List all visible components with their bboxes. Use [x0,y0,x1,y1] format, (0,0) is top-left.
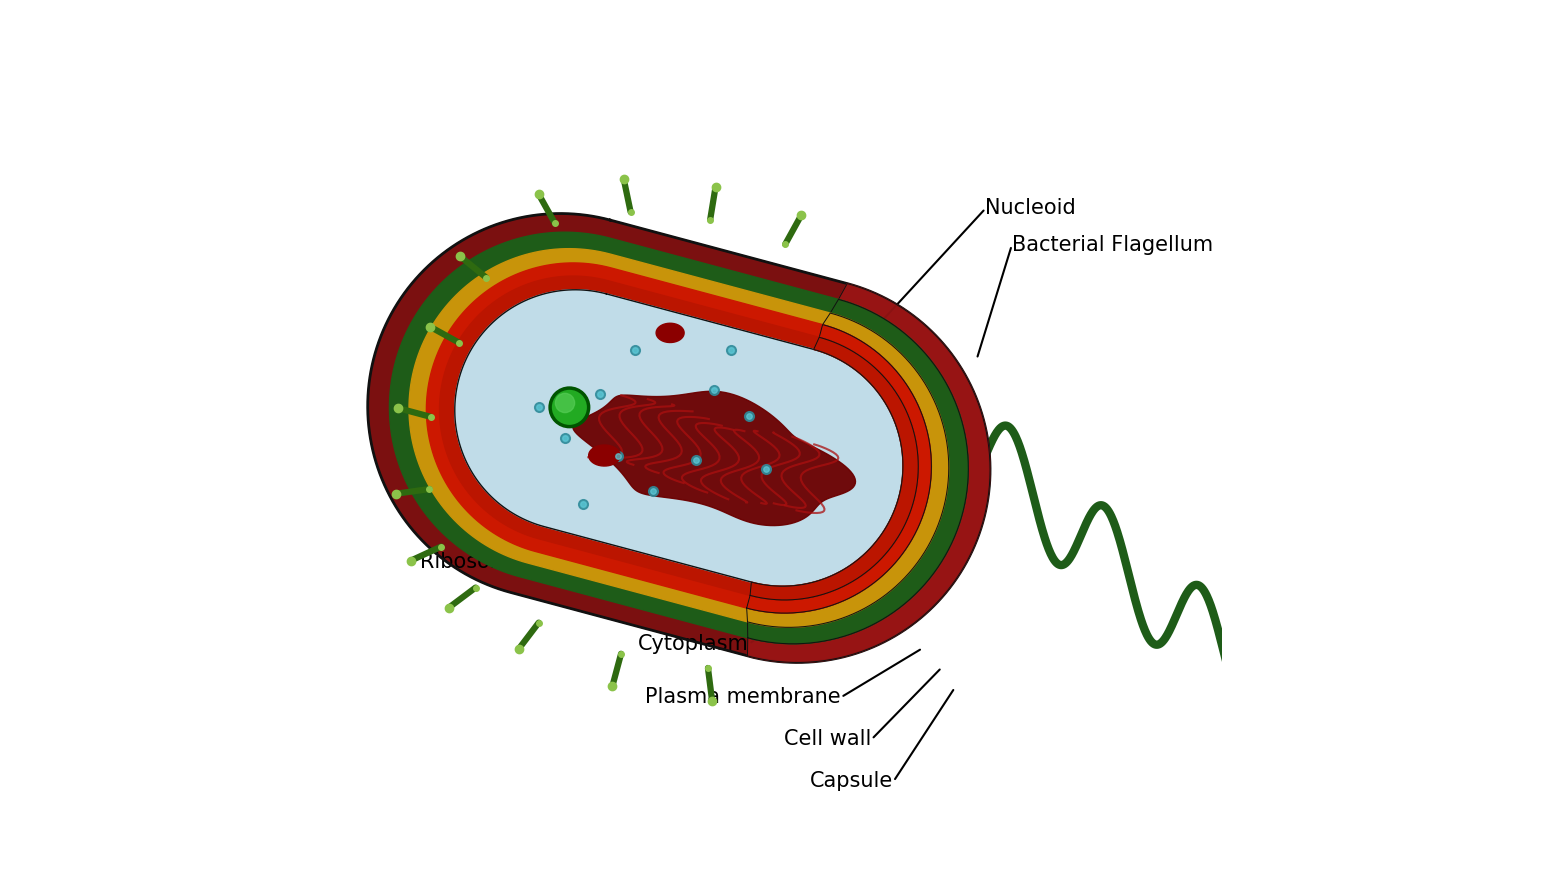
Circle shape [550,388,588,427]
Polygon shape [748,284,989,662]
Polygon shape [455,290,903,586]
Polygon shape [389,232,969,644]
Text: Nucleoid: Nucleoid [985,199,1076,218]
Polygon shape [439,276,919,600]
Polygon shape [426,263,931,613]
Polygon shape [750,337,919,600]
Circle shape [555,393,574,413]
Text: Plasma membrane: Plasma membrane [646,688,840,707]
Polygon shape [368,214,989,662]
Polygon shape [572,392,856,526]
Polygon shape [655,323,684,343]
Text: Plasmid: Plasmid [448,518,530,537]
Polygon shape [746,325,931,613]
Polygon shape [746,313,949,627]
Polygon shape [588,445,621,466]
Text: Pili: Pili [492,483,521,502]
Polygon shape [748,300,969,644]
Text: Ribosomes: Ribosomes [420,553,535,572]
Text: Capsule: Capsule [811,772,894,791]
Text: Cytoplasm: Cytoplasm [638,634,750,653]
Text: Cell wall: Cell wall [784,730,872,749]
Polygon shape [409,249,949,627]
Text: Bacterial Flagellum: Bacterial Flagellum [1011,236,1214,255]
